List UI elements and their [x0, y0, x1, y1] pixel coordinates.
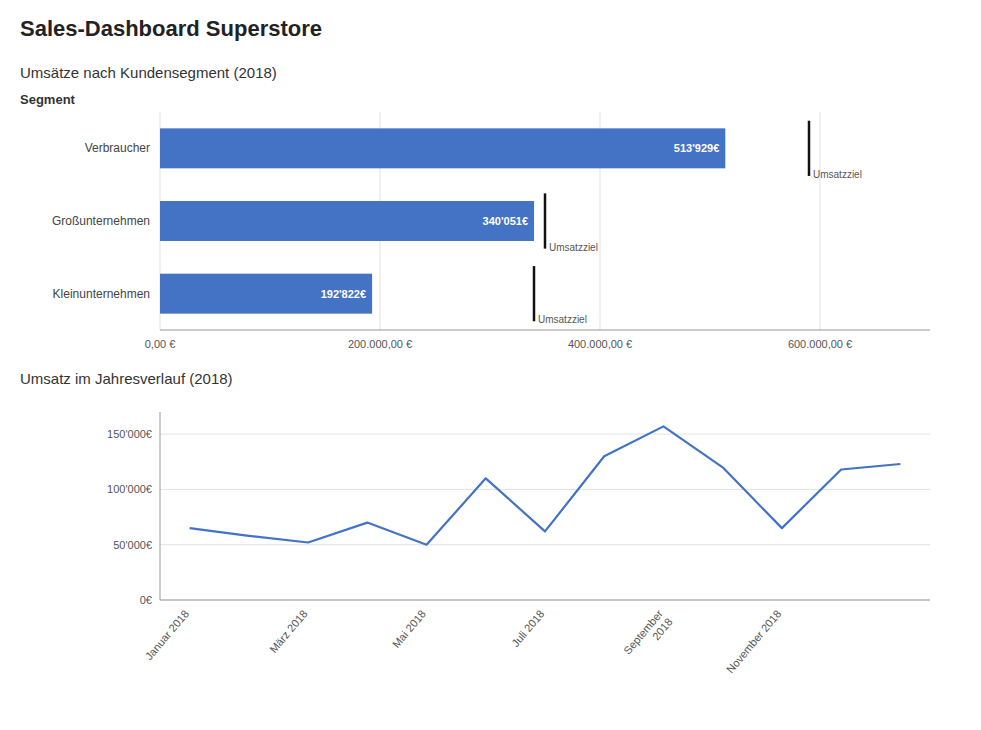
- line: [190, 426, 901, 544]
- y-tick-label: 150'000€: [107, 428, 152, 440]
- y-tick-label: Kleinunternehmen: [53, 287, 150, 301]
- target-line: [808, 121, 811, 176]
- target-line: [544, 193, 547, 248]
- bar: [160, 128, 725, 168]
- y-tick-label: 0€: [140, 594, 152, 606]
- line-chart: Umsatz im Jahresverlauf (2018) 0€ 50'000€ 1…: [20, 370, 930, 675]
- x-tick-label: Juli 2018: [509, 608, 547, 649]
- data-label: 340'051€: [483, 215, 528, 227]
- bars: [160, 121, 809, 322]
- chart-title: Umsätze nach Kundensegment (2018): [20, 64, 277, 81]
- x-axis-line: [160, 600, 930, 601]
- bar: [160, 201, 534, 241]
- grid-line: [160, 544, 930, 545]
- x-tick-label: September2018: [621, 607, 675, 664]
- x-tick-label: 200.000,00 €: [348, 338, 412, 350]
- bar-chart: Umsätze nach Kundensegment (2018) 0,00 € 2…: [20, 64, 930, 350]
- x-tick-label: Mai 2018: [390, 608, 428, 650]
- data-label: 513'929€: [674, 142, 719, 154]
- chart-title: Umsatz im Jahresverlauf (2018): [20, 370, 233, 387]
- data-label: 192'822€: [321, 288, 366, 300]
- y-tick-label: 100'000€: [107, 483, 152, 495]
- grid-line: [160, 434, 930, 435]
- x-tick-label: März 2018: [267, 608, 310, 656]
- target-line: [533, 266, 536, 321]
- lines: [190, 426, 901, 544]
- y-tick-label: 50'000€: [113, 539, 152, 551]
- dashboard: Sales-Dashboard Superstore Umsätze nach K…: [0, 0, 981, 730]
- y-tick-label: Verbraucher: [85, 141, 150, 155]
- target-label: Umsatzziel: [813, 169, 862, 180]
- target-label: Umsatzziel: [549, 242, 598, 253]
- y-axis-label: Segment: [20, 92, 76, 107]
- x-tick-label: November 2018: [724, 608, 784, 676]
- bar: [160, 274, 372, 314]
- x-tick-label: Januar 2018: [143, 608, 192, 663]
- dashboard-title: Sales-Dashboard Superstore: [20, 16, 322, 41]
- y-tick-label: Großunternehmen: [52, 214, 150, 228]
- target-label: Umsatzziel: [538, 314, 587, 325]
- text-line: 2018: [650, 616, 675, 642]
- x-tick-label: 600.000,00 €: [788, 338, 852, 350]
- x-axis-line: [160, 330, 930, 331]
- x-tick-label: 400.000,00 €: [568, 338, 632, 350]
- dashboard-svg: Sales-Dashboard Superstore Umsätze nach K…: [0, 0, 981, 730]
- grid-line: [160, 489, 930, 490]
- grid-line: [160, 600, 930, 601]
- y-axis-line: [160, 412, 161, 600]
- grid-line: [820, 112, 821, 330]
- background: [0, 0, 981, 730]
- x-tick-label: 0,00 €: [145, 338, 176, 350]
